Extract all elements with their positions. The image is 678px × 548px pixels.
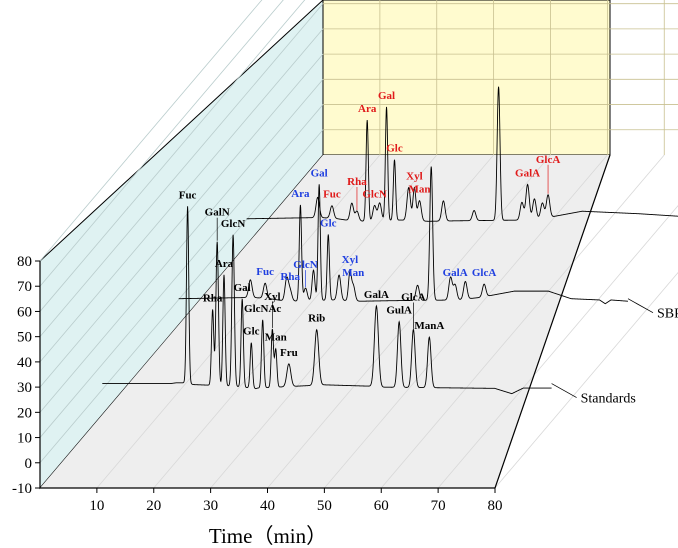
peak-label: Gal bbox=[234, 282, 251, 294]
peak-label: GlcA bbox=[401, 291, 425, 303]
peak-label: GlcN bbox=[362, 188, 386, 200]
trace-line bbox=[178, 166, 629, 305]
x-tick-label: 40 bbox=[260, 498, 275, 514]
series-label: Standards bbox=[581, 392, 636, 407]
y-tick-label: 10 bbox=[17, 431, 32, 447]
peak-label: Fuc bbox=[323, 189, 341, 201]
peak-label: GlcNAc bbox=[244, 303, 281, 315]
x-tick-label: 30 bbox=[203, 498, 218, 514]
grid-line-x-floor bbox=[380, 154, 665, 489]
grid-line-y bbox=[39, 0, 284, 287]
chromatogram-traces: SBP-2AGalAraGlcGalAXylGlcAManGlcNFucRhaS… bbox=[102, 86, 678, 407]
grid-line-x-floor bbox=[324, 154, 608, 489]
y-tick-label: 80 bbox=[17, 254, 32, 270]
series-sbp-2a: SBP-2AGalAraGlcGalAXylGlcAManGlcNFucRha bbox=[246, 86, 678, 222]
x-tick-label: 70 bbox=[431, 498, 446, 514]
peak-label: GalA bbox=[443, 267, 468, 279]
series-label-leader bbox=[627, 298, 654, 314]
grid-line-x-floor bbox=[96, 154, 381, 489]
peak-label: Glc bbox=[320, 217, 337, 229]
peak-label: Rha bbox=[347, 176, 367, 188]
grid-line-y bbox=[39, 0, 263, 262]
trace-line bbox=[246, 86, 678, 222]
x-tick-label: 50 bbox=[317, 498, 332, 514]
peak-label: GlcA bbox=[536, 154, 560, 166]
grid-line-x-floor bbox=[494, 272, 678, 489]
floor bbox=[40, 155, 610, 488]
y-tick-label: 20 bbox=[17, 405, 32, 421]
grid-line-y bbox=[39, 79, 324, 413]
peak-label: Glc bbox=[386, 143, 403, 155]
peak-label: GalA bbox=[364, 289, 389, 301]
y-tick-label: 40 bbox=[17, 355, 32, 371]
grid-line-x-floor bbox=[437, 205, 678, 489]
peak-label: Rib bbox=[308, 313, 325, 325]
y-tick-label: 30 bbox=[17, 380, 32, 396]
x-tick-label: 10 bbox=[89, 498, 104, 514]
grid-line-y bbox=[39, 0, 306, 312]
y-tick-label: 0 bbox=[25, 456, 33, 472]
y-tick-label: 50 bbox=[17, 330, 32, 346]
peak-label: Rha bbox=[280, 271, 300, 283]
peak-label: Man bbox=[409, 184, 431, 196]
peak-label: GalA bbox=[515, 167, 540, 179]
grid-lines bbox=[39, 0, 678, 489]
peak-label: Gal bbox=[311, 167, 328, 179]
peak-label: Ara bbox=[291, 188, 310, 200]
grid-line-y bbox=[39, 53, 324, 388]
peak-label: Rha bbox=[203, 292, 223, 304]
peak-label: GulA bbox=[386, 305, 412, 317]
series-sbp-1a: SBP-1AGalAraGlcXylFucGlcAManGalARhaGlcN bbox=[178, 166, 678, 322]
trace-line bbox=[102, 206, 552, 395]
peak-label: GlcN bbox=[221, 218, 245, 230]
grid-line-y bbox=[39, 3, 324, 337]
x-tick-label: 20 bbox=[146, 498, 161, 514]
y-tick-label: 70 bbox=[17, 279, 32, 295]
peak-label: ManA bbox=[414, 320, 444, 332]
grid-line-x-floor bbox=[153, 154, 438, 489]
y-tick-label: 60 bbox=[17, 304, 32, 320]
peak-label: GlcA bbox=[472, 267, 496, 279]
peak-label: Xyl bbox=[406, 171, 423, 183]
depth-axis-line bbox=[494, 154, 611, 489]
grid-line-y bbox=[39, 28, 324, 363]
series-label: SBP-1A bbox=[657, 307, 678, 322]
peak-label: GalN bbox=[205, 207, 230, 219]
peak-label: Gal bbox=[378, 90, 395, 102]
peak-label: GlcN bbox=[293, 259, 317, 271]
peak-label: Man bbox=[342, 267, 364, 279]
peak-label: Fuc bbox=[256, 266, 274, 278]
series-label-leader bbox=[551, 383, 577, 398]
peak-label: Glc bbox=[243, 326, 260, 338]
peak-label: Xyl bbox=[342, 254, 359, 266]
peak-label: Fuc bbox=[179, 189, 197, 201]
grid-line-y bbox=[39, 104, 324, 438]
y-tick-label: -10 bbox=[12, 481, 32, 497]
x-tick-label: 80 bbox=[488, 498, 503, 514]
axis-ticks: -10 0 10 20 30 40 50 60 70 80 10 20 30 40 50 60 70 80 bbox=[12, 254, 503, 514]
peak-label: Xyl bbox=[264, 291, 281, 303]
chart-walls bbox=[39, 0, 611, 490]
grid-line-y bbox=[39, 129, 324, 464]
peak-label: Man bbox=[265, 332, 287, 344]
peak-label: Ara bbox=[215, 258, 234, 270]
x-axis-title: Time（min） bbox=[209, 524, 327, 548]
grid-line-x-floor bbox=[210, 154, 494, 489]
back-wall bbox=[322, 0, 611, 156]
peak-label: Ara bbox=[358, 103, 377, 115]
peak-label: Fru bbox=[280, 347, 298, 359]
grid-line-x-floor bbox=[267, 154, 551, 489]
x-tick-label: 60 bbox=[374, 498, 389, 514]
